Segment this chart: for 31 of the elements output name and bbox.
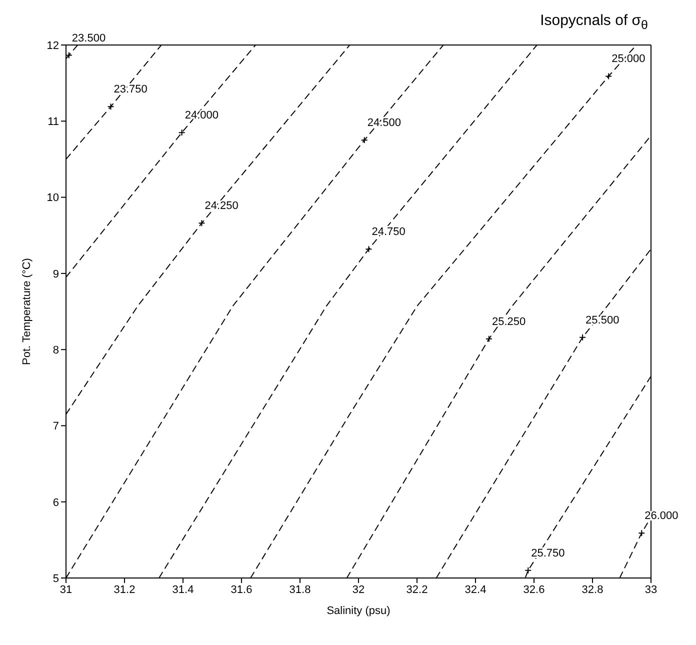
x-tick-label: 31.4 — [172, 584, 194, 596]
y-tick-label: 8 — [52, 344, 59, 356]
chart-title: Isopycnals of σ$_{θ}$ — [540, 12, 648, 32]
x-axis-title: Salinity (psu) — [326, 605, 390, 617]
y-tick-label: 12 — [46, 40, 59, 52]
annotation: 24.500 — [367, 117, 402, 130]
annotation: 25.500 — [586, 314, 620, 326]
y-tick-label: 6 — [52, 496, 59, 509]
annotation: 25.250 — [492, 316, 526, 328]
annotation: 23.750 — [114, 84, 148, 96]
annotation: 23.500 — [72, 32, 106, 44]
x-tick-label: 32.8 — [582, 584, 604, 596]
x-tick-label: 32.6 — [523, 584, 545, 596]
annotation: 25.000 — [612, 53, 646, 66]
annotation: 25.750 — [531, 547, 565, 560]
annotation: 24.750 — [372, 226, 406, 238]
x-tick-label: 32.2 — [406, 584, 428, 596]
x-tick-label: 31.2 — [114, 584, 136, 596]
x-tick-label: 33 — [644, 584, 658, 596]
x-tick-label: 31 — [60, 584, 72, 596]
y-tick-label: 11 — [48, 116, 59, 128]
y-tick-label: 7 — [52, 420, 59, 433]
annotation: 24.000 — [184, 110, 218, 122]
x-tick-label: 32.4 — [464, 584, 486, 596]
y-tick-label: 9 — [52, 268, 59, 280]
x-tick-label: 31.8 — [289, 584, 311, 596]
x-tick-label: 32 — [352, 584, 365, 596]
x-tick-label: 31.6 — [230, 584, 252, 596]
y-tick-label: 5 — [52, 572, 59, 585]
y-axis-title: Pot. Temperature (°C) — [20, 258, 33, 365]
y-tick-label: 10 — [46, 192, 59, 204]
